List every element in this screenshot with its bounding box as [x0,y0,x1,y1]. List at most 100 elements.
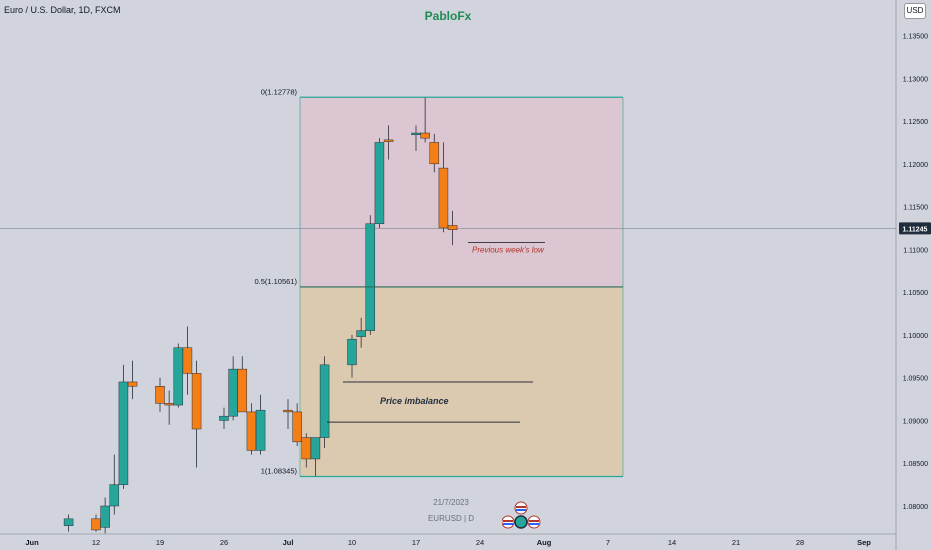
price-tick-label: 1.09500 [903,376,928,383]
time-tick-label: Aug [537,538,552,547]
currency-button[interactable]: USD [904,3,926,19]
candle-body [292,411,302,443]
flag-icon-center [514,515,528,529]
candle [255,394,266,455]
premium-zone [300,97,623,287]
price-axis[interactable]: 1.08000 1.08500 1.09000 1.09500 1.10000 1.105… [895,0,932,550]
candle-body [374,142,385,224]
candle [383,125,394,160]
price-tick-label: 1.09000 [903,418,928,425]
time-tick-label: 7 [606,538,610,547]
price-tick-label: 1.13000 [903,76,928,83]
candle-body [118,381,129,485]
candle [319,356,330,448]
price-tick-label: 1.08500 [903,461,928,468]
candle-body [219,415,229,421]
flag-icon-top [514,501,528,515]
flag-icon-right [527,515,541,529]
candle [155,377,165,412]
candle [237,356,248,413]
time-tick-label: 12 [92,538,100,547]
candle [182,326,193,395]
price-tick-label: 1.13500 [903,34,928,41]
candle [292,403,302,447]
candle [447,210,458,246]
price-tick-label: 1.11000 [903,247,928,254]
candle [438,142,449,233]
candle [63,514,74,532]
candle-body [255,409,266,451]
candle [310,437,321,477]
time-tick-label: Jun [25,538,39,547]
time-tick-label: 28 [796,538,804,547]
candle [429,133,440,173]
time-tick-label: Sep [857,538,871,547]
watermark-date: 21/7/2023 [433,498,469,507]
candle [246,403,257,455]
time-axis[interactable]: Jun 12 19 26 Jul 10 17 24 Aug 7 14 21 28 Sep [0,533,896,547]
current-price-label: 1.11245 [903,226,928,233]
fib-level-label: 0(1.12778) [261,87,298,96]
fibonacci-levels: 0(1.12778) 0.5(1.10561) 1(1.08345) [254,87,623,478]
candle [109,454,120,515]
candle-body [283,409,293,413]
candle-body [365,223,376,331]
price-tick-label: 1.10000 [903,333,928,340]
candle [173,343,184,408]
previous-week-low-label: Previous week's low [472,246,545,255]
price-tick-label: 1.12000 [903,162,928,169]
candle-body [347,338,357,366]
candle-body [383,139,394,142]
candle-body [356,330,366,337]
candle-body [155,385,165,404]
candle [420,97,430,143]
candle [118,364,129,489]
price-tick-label: 1.12500 [903,119,928,126]
price-tick-label: 1.08000 [903,504,928,511]
time-tick-label: 26 [220,538,228,547]
candle [283,399,293,430]
price-axis-background [896,0,932,550]
candle-body [429,142,440,165]
candle [100,497,110,534]
candle-body [100,505,110,528]
watermark-ticker: EURUSD | D [427,514,475,523]
candle-body [109,484,120,507]
time-tick-label: 17 [412,538,420,547]
time-tick-label: 14 [668,538,676,547]
fib-level-label: 1(1.08345) [261,466,298,475]
candle-body [237,368,248,413]
flag-icon-left [502,515,515,529]
brand-title: PabloFx [424,9,472,23]
price-imbalance-label: Price imbalance [380,396,449,406]
time-tick-label: 19 [156,538,164,547]
candle-body [438,167,449,229]
candle-body [301,437,312,460]
annotations: Previous week's low Price imbalance [327,242,545,423]
candle [356,317,366,348]
candle [127,360,138,400]
candle-body [63,518,74,526]
time-tick-label: 10 [348,538,356,547]
candle-body [319,364,330,438]
time-tick-label: Jul [283,538,294,547]
symbol-title: Euro / U.S. Dollar, 1D, FXCM [4,5,121,15]
price-tick-label: 1.10500 [903,290,928,297]
candle [374,138,385,228]
candle-body [164,403,174,406]
time-tick-label: 21 [732,538,740,547]
candle [228,356,238,421]
candle-body [420,132,430,139]
candle-body [310,437,321,460]
candle [164,390,174,425]
candle-body [191,373,202,430]
candle [219,407,229,430]
candlestick-series [63,97,458,534]
price-tick-label: 1.11500 [903,205,928,212]
candle [347,334,357,378]
candle-body [173,347,184,406]
candle [191,360,202,468]
candle-body [447,225,458,230]
candle-body [228,368,238,417]
